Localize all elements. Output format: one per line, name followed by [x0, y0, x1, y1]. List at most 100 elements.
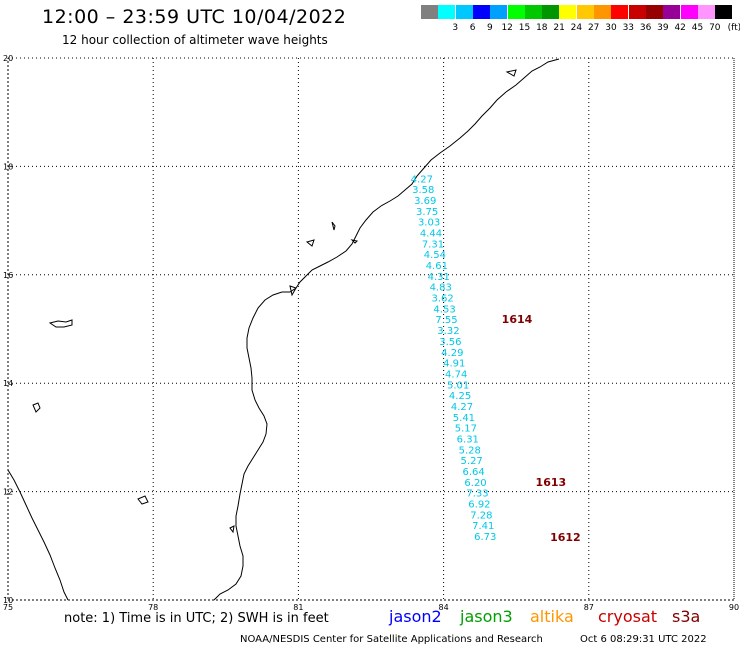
legend-swatch: [542, 5, 560, 19]
coastline: [7, 58, 560, 601]
longitude-axis: 75 78 81 84 87 90: [3, 603, 739, 612]
legend-label: 39: [657, 23, 669, 33]
wave-height-label: 5.17: [455, 424, 477, 435]
island-i: [229, 525, 235, 534]
legend-swatch: [524, 5, 542, 19]
pass-number-label: 1614: [502, 313, 533, 326]
legend-swatch: [507, 5, 525, 19]
lon-tick-label: 87: [584, 603, 594, 612]
island-c: [137, 495, 149, 505]
legend-unit: (ft): [727, 23, 740, 33]
legend-label: 27: [587, 23, 600, 33]
legend-label: 30: [605, 23, 617, 33]
legend-label: 15: [518, 23, 531, 33]
wave-height-label: 6.64: [462, 467, 484, 478]
lon-tick-label: 78: [148, 603, 158, 612]
legend-swatch: [715, 5, 733, 19]
lat-tick-label: 14: [3, 379, 13, 388]
wave-height-label: 7.28: [470, 510, 492, 521]
legend-label: 12: [501, 23, 513, 33]
wave-height-label: 4.61: [426, 261, 448, 272]
credit-text: NOAA/NESDIS Center for Satellite Applica…: [240, 634, 543, 645]
wave-height-label: 7.33: [466, 489, 488, 500]
wave-height-label: 3.75: [416, 207, 438, 218]
legend-swatch: [611, 5, 629, 19]
wave-height-label: 7.55: [435, 315, 457, 326]
lon-tick-label: 75: [3, 603, 13, 612]
legend-swatch: [680, 5, 698, 19]
wave-height-label: 4.83: [430, 283, 452, 294]
wave-height-label: 3.03: [418, 218, 440, 229]
pass-number-label: 1612: [550, 531, 581, 544]
legend-swatch: [472, 5, 490, 19]
island-h: [505, 69, 517, 77]
lon-tick-label: 84: [439, 603, 449, 612]
map-title: 12:00 – 23:59 UTC 10/04/2022: [42, 6, 347, 28]
lat-tick-label: 16: [3, 271, 13, 280]
legend-swatch: [645, 5, 663, 19]
pass-number-label: 1613: [536, 476, 567, 489]
legend-swatch: [663, 5, 681, 19]
wave-height-label: 4.91: [443, 359, 465, 370]
legend-label: 21: [553, 23, 565, 33]
legend-label: 18: [536, 23, 548, 33]
legend-swatch: [421, 5, 438, 19]
wave-height-label: 5.41: [453, 413, 475, 424]
india-east-coastline: [213, 58, 560, 601]
wave-height-label: 6.73: [474, 532, 496, 543]
satellite-label: altika: [530, 607, 574, 626]
legend-swatch: [438, 5, 456, 19]
lat-tick-label: 10: [3, 596, 13, 605]
wave-height-label: 5.27: [461, 456, 483, 467]
wave-height-label: 7.31: [422, 239, 444, 250]
wave-height-label: 4.27: [451, 402, 473, 413]
legend-label: 42: [674, 23, 686, 33]
wave-height-label: 3.62: [431, 294, 453, 305]
generated-timestamp: Oct 6 08:29:31 UTC 2022: [580, 634, 707, 645]
legend-label: 45: [691, 23, 704, 33]
legend-label: 9: [487, 23, 493, 33]
wave-height-label: 3.32: [437, 326, 459, 337]
legend-swatch: [559, 5, 577, 19]
latitude-axis: 20 18 16 14 12 10: [3, 54, 13, 605]
wave-height-label: 3.69: [414, 196, 436, 207]
lat-tick-label: 18: [3, 162, 13, 171]
legend-label: 70: [709, 23, 721, 33]
legend-swatch: [576, 5, 594, 19]
island-g: [350, 239, 359, 244]
island-e: [305, 239, 315, 247]
wave-height-label: 4.27: [411, 174, 433, 185]
map-frame: [7, 57, 735, 601]
wave-height-label: 3.56: [439, 337, 461, 348]
legend-swatch: [697, 5, 715, 19]
legend-swatch: [628, 5, 646, 19]
lat-tick-label: 12: [3, 488, 13, 497]
lon-tick-label: 90: [729, 603, 739, 612]
wave-height-label: 4.29: [441, 348, 463, 359]
island-a: [48, 319, 73, 328]
wave-height-label: 6.92: [468, 500, 490, 511]
note-text: note: 1) Time is in UTC; 2) SWH is in fe…: [64, 611, 329, 626]
legend-label: 3: [452, 23, 459, 33]
wave-height-label: 4.44: [420, 229, 442, 240]
wave-height-label: 4.53: [433, 304, 455, 315]
wave-height-label: 5.01: [447, 380, 469, 391]
legend-swatch: [594, 5, 611, 19]
satellite-label: s3a: [672, 607, 701, 626]
satellite-label: jason2: [389, 607, 442, 626]
legend-swatch: [490, 5, 508, 19]
legend-label: 24: [570, 23, 583, 33]
wave-height-label: 4.74: [445, 369, 467, 380]
legend-label: 36: [639, 23, 652, 33]
wave-height-label: 6.31: [457, 434, 479, 445]
map-grid: [7, 57, 735, 601]
map-subtitle: 12 hour collection of altimeter wave hei…: [62, 33, 328, 47]
wave-height-label: 3.58: [412, 185, 434, 196]
lon-tick-label: 81: [293, 603, 303, 612]
island-b: [32, 402, 41, 413]
island-f: [289, 285, 297, 297]
pass-number-labels: 1614 1613 1612: [502, 313, 581, 544]
legend-label: 6: [469, 23, 476, 33]
wave-height-label: 7.41: [472, 521, 494, 532]
